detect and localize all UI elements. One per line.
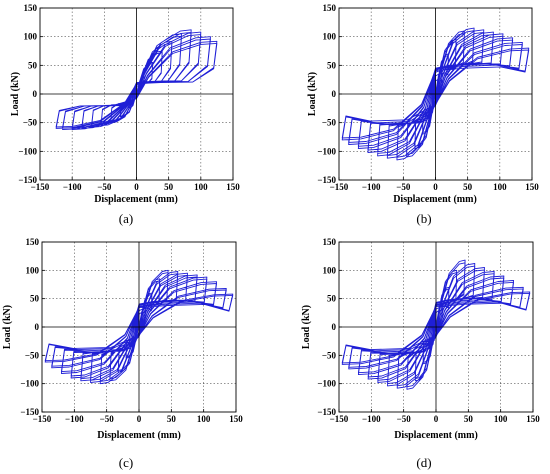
y-tick-label: 150 xyxy=(24,3,38,13)
hysteresis-line-a xyxy=(55,29,218,130)
y-axis-title-b: Load (kN) xyxy=(307,72,318,116)
hysteresis-curves-d xyxy=(341,259,531,390)
x-tick-label: −100 xyxy=(362,414,381,424)
panel-a: −150 −100 −50 0 50 100 150 −150 −100 −50 0 50 100 150… xyxy=(10,3,240,226)
y-tick-label: 100 xyxy=(26,265,40,275)
x-tick-label: −50 xyxy=(100,414,115,424)
x-tick-label: 100 xyxy=(493,182,507,192)
x-tick-label: 100 xyxy=(194,182,208,192)
x-tick-label: −50 xyxy=(397,414,412,424)
hysteresis-line-b xyxy=(341,27,530,161)
x-tick-label: 100 xyxy=(494,414,508,424)
panel-b: −150 −100 −50 0 50 100 150 −150 −100 −50 0 50 100 150… xyxy=(307,3,539,226)
y-tick-label: 50 xyxy=(327,294,337,304)
x-axis-title-d: Displacement (mm) xyxy=(394,430,478,441)
x-tick-label: 150 xyxy=(226,182,240,192)
hysteresis-curves-a xyxy=(55,29,218,130)
x-axis-title-b: Displacement (mm) xyxy=(393,194,477,205)
panel-label-b: (b) xyxy=(416,211,431,226)
y-axis-title-d: Load (kN) xyxy=(301,305,312,349)
y-tick-label: 150 xyxy=(323,3,337,13)
y-tick-label: 50 xyxy=(28,60,38,70)
hysteresis-curves-c xyxy=(44,269,234,385)
axes-d: −150 −100 −50 0 50 100 150 −150 −100 −50 0 50 100 150 xyxy=(317,237,540,424)
hysteresis-line-d xyxy=(341,259,531,390)
y-tick-label: 100 xyxy=(24,32,38,42)
hysteresis-curves-b xyxy=(341,27,530,161)
y-tick-label: 100 xyxy=(323,32,337,42)
x-tick-label: 100 xyxy=(197,414,211,424)
y-tick-label: −150 xyxy=(317,175,336,185)
y-tick-label: −50 xyxy=(322,118,337,128)
y-tick-label: −50 xyxy=(322,350,337,360)
y-tick-label: −50 xyxy=(23,118,38,128)
x-tick-label: −150 xyxy=(31,182,50,192)
x-tick-label: 50 xyxy=(463,182,473,192)
y-tick-label: −100 xyxy=(317,379,336,389)
y-tick-label: 0 xyxy=(332,89,337,99)
x-tick-label: 150 xyxy=(525,182,539,192)
x-axis-title-c: Displacement (mm) xyxy=(97,430,181,441)
x-tick-label: −150 xyxy=(330,182,349,192)
y-tick-label: 50 xyxy=(327,60,337,70)
x-tick-label: −150 xyxy=(330,414,349,424)
y-tick-label: 100 xyxy=(323,265,337,275)
x-tick-label: −100 xyxy=(362,182,381,192)
x-tick-label: 150 xyxy=(526,414,540,424)
y-tick-label: 0 xyxy=(33,89,38,99)
x-tick-label: −100 xyxy=(63,182,82,192)
panel-d: −150 −100 −50 0 50 100 150 −150 −100 −50 0 50 100 150… xyxy=(301,237,540,470)
y-tick-label: −100 xyxy=(317,146,336,156)
x-tick-label: −100 xyxy=(65,414,84,424)
y-tick-label: 0 xyxy=(332,322,337,332)
x-tick-label: 150 xyxy=(229,414,243,424)
y-tick-label: −100 xyxy=(18,146,37,156)
panel-label-c: (c) xyxy=(119,455,133,470)
y-axis-title-a: Load (kN) xyxy=(10,72,21,116)
hysteresis-line-c xyxy=(44,269,234,385)
axes-a: −150 −100 −50 0 50 100 150 −150 −100 −50 0 50 100 150 xyxy=(18,3,240,192)
panel-label-d: (d) xyxy=(416,455,431,470)
y-tick-label: −150 xyxy=(20,407,39,417)
x-tick-label: 0 xyxy=(137,414,142,424)
panel-c: −150 −100 −50 0 50 100 150 −150 −100 −50 0 50 100 150… xyxy=(2,237,243,470)
x-axis-title-a: Displacement (mm) xyxy=(94,194,178,205)
y-tick-label: 150 xyxy=(26,237,40,247)
y-tick-label: 0 xyxy=(35,322,40,332)
x-tick-label: 0 xyxy=(433,182,438,192)
y-tick-label: −100 xyxy=(20,379,39,389)
panel-label-a: (a) xyxy=(119,211,133,226)
y-tick-label: 50 xyxy=(30,294,40,304)
y-axis-title-c: Load (kN) xyxy=(2,305,13,349)
x-tick-label: 0 xyxy=(434,414,439,424)
x-tick-label: 50 xyxy=(164,182,174,192)
axes-b: −150 −100 −50 0 50 100 150 −150 −100 −50 0 50 100 150 xyxy=(317,3,539,192)
y-tick-label: 150 xyxy=(323,237,337,247)
x-tick-label: −50 xyxy=(97,182,112,192)
x-tick-label: 0 xyxy=(134,182,139,192)
y-tick-label: −150 xyxy=(18,175,37,185)
x-tick-label: −150 xyxy=(33,414,52,424)
x-tick-label: 50 xyxy=(167,414,177,424)
x-tick-label: −50 xyxy=(396,182,411,192)
y-tick-label: −50 xyxy=(25,350,40,360)
axes-c: −150 −100 −50 0 50 100 150 −150 −100 −50 0 50 100 150 xyxy=(20,237,243,424)
y-tick-label: −150 xyxy=(317,407,336,417)
x-tick-label: 50 xyxy=(464,414,474,424)
